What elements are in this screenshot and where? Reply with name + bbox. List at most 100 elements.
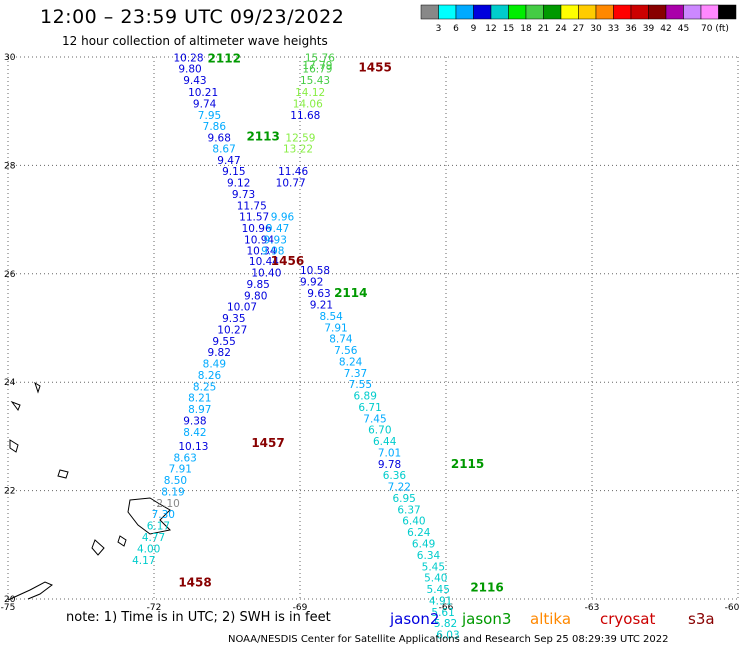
legend-jason2: jason2: [389, 610, 439, 628]
pass-time-label: 1457: [251, 436, 284, 450]
swh-value: 6.95: [392, 493, 415, 505]
swh-value: 5.45: [422, 561, 445, 573]
legend-altika: altika: [530, 610, 571, 628]
swh-value: 8.67: [212, 143, 235, 155]
coastline: [91, 539, 105, 556]
swh-value: 7.22: [388, 482, 411, 494]
swh-value: 4.17: [132, 555, 155, 567]
colorbar-cell: [420, 4, 439, 20]
x-tick-label: -66: [439, 603, 454, 613]
colorbar-cell: [438, 4, 457, 20]
swh-value: 6.49: [412, 539, 435, 551]
swh-value: 16.79: [302, 64, 332, 76]
swh-value: 11.46: [278, 166, 308, 178]
colorbar-cell: [525, 4, 544, 20]
colorbar-label: 30: [590, 24, 602, 34]
swh-value: 8.19: [161, 486, 184, 498]
x-tick-label: -69: [293, 603, 308, 613]
colorbar-cell: [648, 4, 667, 20]
swh-value: 9.93: [264, 234, 287, 246]
swh-value: 9.92: [300, 277, 323, 289]
swh-value: 10.96: [242, 223, 272, 235]
swh-value: 7.30: [152, 509, 175, 521]
legend-cryosat: cryosat: [600, 610, 655, 628]
x-tick-label: -72: [147, 603, 162, 613]
coastline: [57, 469, 69, 479]
swh-value: 8.25: [193, 381, 216, 393]
swh-value: 8.49: [203, 359, 226, 371]
swh-value: 7.37: [344, 368, 367, 380]
colorbar-label: 39: [643, 24, 655, 34]
swh-value: 5.82: [434, 618, 457, 630]
swh-value: 9.80: [244, 290, 267, 302]
colorbar-cell: [455, 4, 474, 20]
swh-value: 4.00: [137, 543, 160, 555]
pass-time-label: 2112: [208, 51, 241, 65]
swh-value: 7.91: [169, 464, 192, 476]
swh-value: 8.54: [319, 311, 343, 323]
x-tick-label: -63: [585, 603, 600, 613]
colorbar-label: 6: [453, 24, 459, 34]
swh-value: 6.34: [417, 550, 441, 562]
pass-time-label: 1455: [358, 61, 391, 75]
swh-value: 13.22: [283, 143, 313, 155]
swh-value: 5.61: [431, 607, 454, 619]
swh-value: 4.91: [429, 595, 452, 607]
swh-value: 6.37: [397, 504, 420, 516]
swh-value: 10.21: [188, 87, 218, 99]
swh-value: 11.75: [237, 200, 267, 212]
swh-value: 12.59: [285, 133, 315, 145]
swh-value: 9.15: [222, 166, 245, 178]
colorbar-cell: [683, 4, 702, 20]
swh-value: 7.56: [334, 345, 358, 357]
swh-value: 10.28: [173, 52, 203, 64]
colorbar-cell: [630, 4, 649, 20]
swh-value: 10.44: [249, 256, 279, 268]
swh-value: 9.43: [183, 75, 206, 87]
colorbar-cell: [508, 4, 527, 20]
swh-value: 9.85: [246, 279, 269, 291]
swh-value: 9.38: [183, 415, 206, 427]
swh-value: 9.63: [307, 288, 330, 300]
swh-value: 6.40: [402, 516, 425, 528]
swh-value: 14.12: [295, 87, 325, 99]
swh-value: 4.77: [142, 532, 165, 544]
swh-value: 6.71: [358, 402, 381, 414]
y-tick-label: 26: [4, 270, 16, 280]
swh-value: 6.03: [436, 630, 459, 642]
swh-value: 9.80: [178, 64, 201, 76]
y-tick-label: 28: [4, 161, 16, 171]
swh-value: 9.98: [261, 245, 284, 257]
swh-value: 10.34: [246, 245, 276, 257]
pass-time-label: 2114: [334, 286, 367, 300]
swh-value: 6.44: [373, 436, 397, 448]
colorbar-cell: [543, 4, 562, 20]
y-tick-label: 20: [4, 595, 16, 605]
colorbar-label: 42: [660, 24, 671, 34]
swh-value: 9.47: [266, 223, 289, 235]
swh-value: 9.96: [271, 212, 295, 224]
coastline: [9, 439, 19, 453]
colorbar-label: 3: [436, 24, 442, 34]
swh-value: 7.86: [203, 121, 227, 133]
swh-value: 8.42: [183, 427, 206, 439]
pass-time-label: 2113: [246, 129, 279, 143]
swh-value: 11.57: [239, 212, 269, 224]
colorbar-cell: [490, 4, 509, 20]
pass-time-label: 1456: [271, 254, 304, 268]
colorbar-label: 24: [555, 24, 567, 34]
swh-value: 6.36: [383, 470, 407, 482]
swh-value: 10.94: [244, 234, 274, 246]
colorbar-cell: [700, 4, 719, 20]
swh-value: 9.78: [378, 459, 401, 471]
swh-value: 11.68: [290, 110, 320, 122]
legend-s3a: s3a: [688, 610, 715, 628]
swh-value: 8.21: [188, 393, 211, 405]
colorbar-label: 9: [471, 24, 477, 34]
swh-value: 6.70: [368, 425, 391, 437]
colorbar-label: 15: [503, 24, 514, 34]
swh-value: 15.76: [305, 52, 335, 64]
y-tick-label: 22: [4, 487, 15, 497]
pass-time-label: 1458: [178, 576, 211, 590]
